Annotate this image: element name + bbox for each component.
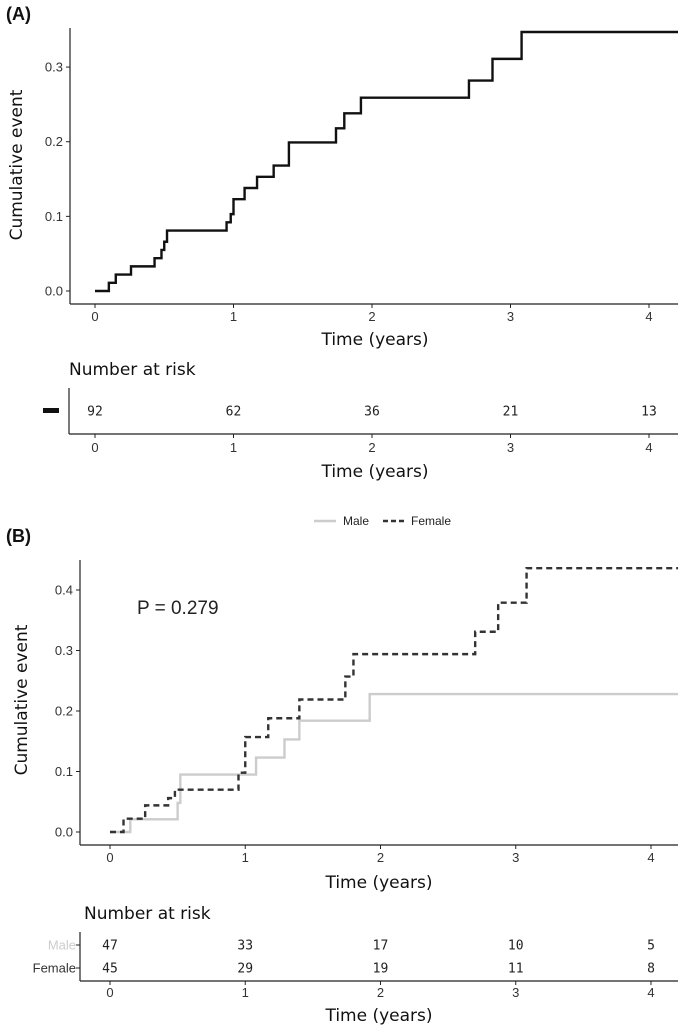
- panel-b-y-tick-label: 0.2: [55, 704, 73, 719]
- panel-a-x-tick-label: 3: [507, 309, 514, 324]
- panel-a-risk-x-tick-label: 3: [507, 440, 514, 455]
- panel-b-risk-value: 33: [237, 939, 253, 954]
- panel-b-risk-row-label: Female: [33, 961, 76, 976]
- panel-b-risk-value: 5: [647, 939, 655, 954]
- panel-b-risk-title: Number at risk: [84, 904, 211, 924]
- panel-a-risk-title: Number at risk: [69, 360, 196, 380]
- panel-a-risk-x-tick-label: 0: [91, 440, 98, 455]
- panel-b-x-tick-label: 4: [647, 850, 654, 865]
- panel-b-risk-x-tick-label: 2: [377, 985, 384, 1000]
- panel-b-x-tick-label: 0: [106, 850, 113, 865]
- chart-marks-layer: 0 1 2 3 40.00.10.20.30 1 2 3 492 62 36 21 130 1 2 3 40.0…: [33, 28, 679, 1000]
- panel-b-y-tick-label: 0.0: [55, 825, 73, 840]
- panel-b-risk-value: 47: [102, 939, 118, 954]
- panel-b-risk-value: 11: [508, 962, 524, 977]
- panel-a-y-tick-label: 0.0: [45, 284, 63, 299]
- panel-a-y-tick-label: 0.3: [45, 60, 63, 75]
- panel-a-risk-x-tick-label: 4: [645, 440, 652, 455]
- panel-b-risk-value: 29: [237, 962, 253, 977]
- panel-a-x-tick-label: 0: [91, 309, 98, 324]
- panel-a-risk-value: 21: [503, 405, 519, 420]
- panel-b-x-tick-label: 1: [242, 850, 249, 865]
- panel-a-risk-value: 92: [87, 405, 103, 420]
- legend-female-label: Female: [411, 514, 451, 528]
- panel-a-x-tick-label: 4: [645, 309, 652, 324]
- panel-a-curve-all: [95, 30, 678, 293]
- panel-a-ylabel: Cumulative event: [7, 89, 27, 240]
- panel-a-y-tick-label: 0.1: [45, 209, 63, 224]
- panel-b-risk-x-tick-label: 3: [512, 985, 519, 1000]
- panel-a-risk-strata-marker: [43, 408, 59, 413]
- panel-b-curve-female: [110, 567, 679, 834]
- panel-b-risk-value: 19: [373, 962, 389, 977]
- panel-b-risk-value: 8: [647, 962, 655, 977]
- p-value-annotation: P = 0.279: [137, 598, 219, 619]
- panel-b-label: (B): [6, 526, 31, 546]
- panel-b-xlabel: Time (years): [324, 873, 432, 893]
- panel-a-x-tick-label: 1: [230, 309, 237, 324]
- legend-male-label: Male: [343, 514, 369, 528]
- panel-b-y-tick-label: 0.3: [55, 643, 73, 658]
- panel-b-risk-x-tick-label: 4: [647, 985, 654, 1000]
- panel-a-risk-x-tick-label: 2: [368, 440, 375, 455]
- panel-b-risk-xlabel: Time (years): [324, 1006, 432, 1026]
- panel-b-ylabel: Cumulative event: [12, 624, 32, 775]
- panel-b-y-tick-label: 0.4: [55, 583, 73, 598]
- panel-b-curve-male: [110, 692, 679, 834]
- panel-b-x-tick-label: 2: [377, 850, 384, 865]
- panel-a-risk-value: 36: [364, 405, 380, 420]
- panel-b-risk-row-label: Male: [48, 938, 76, 953]
- panel-a-y-tick-label: 0.2: [45, 134, 63, 149]
- panel-b-risk-value: 10: [508, 939, 524, 954]
- panel-a-xlabel: Time (years): [320, 330, 428, 350]
- panel-b-y-tick-label: 0.1: [55, 764, 73, 779]
- panel-a-risk-x-tick-label: 1: [230, 440, 237, 455]
- panel-b-risk-x-tick-label: 0: [106, 985, 113, 1000]
- panel-b-x-tick-label: 3: [512, 850, 519, 865]
- panel-a-risk-value: 13: [641, 405, 657, 420]
- panel-a-label: (A): [6, 4, 31, 24]
- panel-a-x-tick-label: 2: [368, 309, 375, 324]
- panel-b-risk-value: 45: [102, 962, 118, 977]
- panel-a-risk-xlabel: Time (years): [320, 462, 428, 482]
- panel-b-risk-value: 17: [373, 939, 389, 954]
- panel-a-risk-value: 62: [226, 405, 242, 420]
- panel-b-risk-x-tick-label: 1: [242, 985, 249, 1000]
